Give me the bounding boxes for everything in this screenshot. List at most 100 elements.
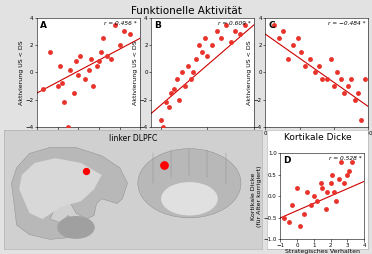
Point xyxy=(77,54,83,58)
Point xyxy=(331,190,337,194)
Point xyxy=(73,59,79,64)
Point xyxy=(318,181,324,185)
Point xyxy=(328,57,334,61)
Point xyxy=(312,70,318,74)
X-axis label: Alter (Jahre): Alter (Jahre) xyxy=(184,137,222,142)
Point xyxy=(46,50,52,54)
Point xyxy=(71,91,77,95)
Y-axis label: Kortikale Dicke
(für Alter korrigiert): Kortikale Dicke (für Alter korrigiert) xyxy=(251,166,262,227)
Point xyxy=(100,36,106,40)
Point xyxy=(179,70,185,74)
Point xyxy=(331,84,337,88)
Point xyxy=(88,57,94,61)
Text: D: D xyxy=(283,156,291,165)
Point xyxy=(83,169,89,173)
Point xyxy=(285,57,291,61)
Point xyxy=(304,190,310,194)
Point xyxy=(190,70,196,74)
Point xyxy=(182,84,188,88)
Y-axis label: Aktivierung US < DS: Aktivierung US < DS xyxy=(133,40,138,105)
Point xyxy=(185,64,191,68)
Point xyxy=(307,57,313,61)
Point xyxy=(202,36,208,40)
Point xyxy=(57,64,63,68)
Ellipse shape xyxy=(138,149,241,218)
X-axis label: Strategisches Verhalten: Strategisches Verhalten xyxy=(285,249,360,254)
Point xyxy=(98,50,104,54)
Point xyxy=(319,186,325,190)
Point xyxy=(86,68,92,72)
Point xyxy=(289,203,295,207)
Point xyxy=(279,29,285,34)
Point xyxy=(298,50,304,54)
Text: Kortikale Dicke: Kortikale Dicke xyxy=(284,133,352,142)
Point xyxy=(324,77,330,81)
Point xyxy=(319,77,325,81)
Point xyxy=(294,186,300,190)
Point xyxy=(163,100,169,104)
Point xyxy=(59,81,65,85)
Point xyxy=(199,50,205,54)
Point xyxy=(242,23,248,27)
Point xyxy=(168,91,174,95)
Point xyxy=(290,43,296,47)
Text: linker DLPFC: linker DLPFC xyxy=(109,134,157,143)
Point xyxy=(160,125,166,129)
Point xyxy=(346,169,352,173)
Text: r = 0.456 *: r = 0.456 * xyxy=(104,21,137,26)
Point xyxy=(193,57,199,61)
Point xyxy=(161,163,167,167)
Point xyxy=(324,190,330,194)
Point xyxy=(55,84,61,88)
Text: A: A xyxy=(40,21,47,30)
Point xyxy=(341,91,347,95)
Point xyxy=(359,118,365,122)
Point xyxy=(228,40,234,44)
Point xyxy=(348,77,354,81)
Point xyxy=(344,173,350,177)
Point xyxy=(121,29,126,34)
Point xyxy=(237,32,243,36)
Point xyxy=(345,84,351,88)
Point xyxy=(271,23,277,27)
X-axis label: SSRT (ms): SSRT (ms) xyxy=(301,137,333,142)
Ellipse shape xyxy=(58,217,94,238)
Point xyxy=(286,220,292,224)
Point xyxy=(218,36,224,40)
Point xyxy=(67,68,73,72)
Point xyxy=(314,199,320,203)
Point xyxy=(90,84,96,88)
Point xyxy=(174,77,180,81)
Point xyxy=(127,32,133,36)
Point xyxy=(158,118,164,122)
Point xyxy=(116,43,122,47)
Y-axis label: Aktivierung US < DS: Aktivierung US < DS xyxy=(19,40,24,105)
PathPatch shape xyxy=(19,158,102,219)
Point xyxy=(104,54,110,58)
Text: C: C xyxy=(269,21,275,30)
Point xyxy=(338,77,344,81)
Point xyxy=(338,160,344,164)
Ellipse shape xyxy=(161,182,218,215)
Point xyxy=(323,207,328,211)
Point xyxy=(328,181,334,185)
Point xyxy=(214,29,220,34)
Point xyxy=(81,77,87,81)
Point xyxy=(302,64,308,68)
Point xyxy=(315,64,321,68)
Point xyxy=(298,225,304,229)
Point xyxy=(96,59,102,64)
Text: r = 0.528 *: r = 0.528 * xyxy=(329,156,362,161)
Text: B: B xyxy=(154,21,161,30)
Point xyxy=(350,160,356,164)
Point xyxy=(336,177,342,181)
Point xyxy=(41,87,46,91)
Point xyxy=(232,29,238,34)
Point xyxy=(362,77,368,81)
Point xyxy=(308,203,314,207)
Point xyxy=(65,125,71,129)
Point xyxy=(301,212,307,216)
Point xyxy=(355,91,361,95)
Text: r = −0.484 *: r = −0.484 * xyxy=(328,21,365,26)
Point xyxy=(281,216,287,220)
